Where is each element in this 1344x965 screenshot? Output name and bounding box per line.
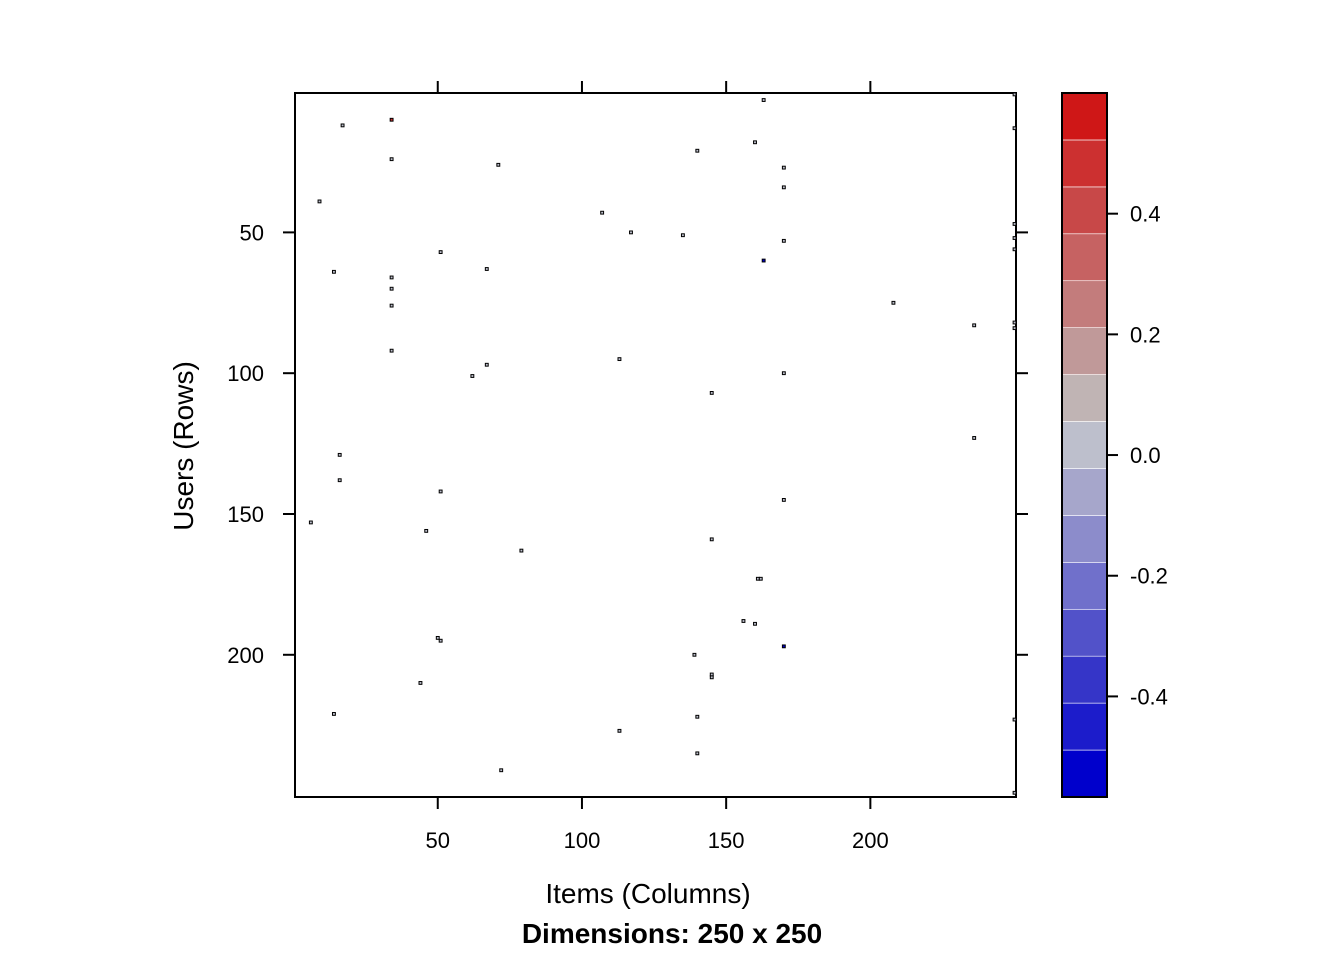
y-axis-title: Users (Rows) <box>168 361 199 531</box>
x-tick-label: 50 <box>426 828 450 853</box>
heatmap-cell <box>389 275 394 280</box>
heatmap-cell <box>438 489 443 494</box>
heatmap-cell <box>753 621 757 626</box>
colorbar-swatch <box>1061 468 1108 516</box>
heatmap-cell <box>781 238 786 243</box>
heatmap-cell <box>761 258 766 263</box>
heatmap-cell <box>389 303 394 308</box>
heatmap-cell <box>972 436 977 440</box>
y-tick-label: 150 <box>227 502 264 527</box>
heatmap-cell <box>781 165 786 170</box>
x-axis-title: Items (Columns) <box>545 878 750 909</box>
heatmap-cell <box>340 123 345 128</box>
colorbar-swatch <box>1061 186 1108 235</box>
plot-panel <box>294 92 1017 798</box>
heatmap-cell <box>1012 126 1017 131</box>
heatmap-cell <box>1012 326 1017 331</box>
heatmap-cell <box>617 728 622 733</box>
heatmap-cell <box>600 210 605 215</box>
heatmap-cell <box>499 768 504 773</box>
heatmap-cell <box>484 267 489 271</box>
heatmap-cell <box>337 452 342 457</box>
heatmap-cell <box>1012 222 1017 226</box>
heatmap-cell <box>753 140 757 145</box>
colorbar-swatch <box>1061 92 1108 141</box>
heatmap-cell <box>1012 320 1017 325</box>
heatmap-cell <box>709 391 714 395</box>
heatmap-cell <box>1012 92 1017 97</box>
colorbar: -0.4 -0.2 0.0 0.2 0.4 <box>1061 92 1168 798</box>
heatmap-cell <box>1012 247 1017 252</box>
heatmap-cell <box>389 348 394 353</box>
colorbar-swatch <box>1061 749 1108 798</box>
colorbar-swatch <box>1061 702 1108 751</box>
colorbar-swatch <box>1061 655 1108 704</box>
colorbar-swatch <box>1061 327 1108 375</box>
heatmap-cell <box>389 286 394 291</box>
heatmap-cell <box>758 576 763 581</box>
heatmap-cell <box>692 652 697 657</box>
colorbar-tick-label: 0.0 <box>1130 443 1161 468</box>
heatmap-cell <box>695 148 700 153</box>
heatmap-cell <box>680 233 685 238</box>
heatmap-cell <box>435 635 440 640</box>
colorbar-tick-label: 0.2 <box>1130 322 1161 347</box>
heatmap-cells <box>308 92 1017 795</box>
x-tick-label: 100 <box>564 828 601 853</box>
heatmap-cell <box>781 185 786 190</box>
heatmap-cell <box>761 98 766 102</box>
heatmap-cell <box>389 157 394 162</box>
x-tick-label: 200 <box>852 828 889 853</box>
heatmap-cell <box>519 548 524 553</box>
chart-subtitle: Dimensions: 250 x 250 <box>522 918 822 949</box>
heatmap-cell <box>470 374 475 378</box>
heatmap-cell <box>438 250 443 255</box>
colorbar-swatch <box>1061 233 1108 282</box>
colorbar-swatch <box>1061 421 1108 469</box>
heatmap-cell <box>331 712 336 716</box>
colorbar-swatch <box>1061 562 1108 610</box>
colorbar-swatch <box>1061 374 1108 422</box>
heatmap-cell <box>496 162 501 167</box>
heatmap-cell <box>695 714 700 719</box>
y-tick-label: 200 <box>227 643 264 668</box>
y-tick-label: 100 <box>227 361 264 386</box>
colorbar-swatch <box>1061 608 1108 657</box>
heatmap-cell <box>617 357 622 362</box>
heatmap-cell <box>331 269 336 274</box>
colorbar-tick-label: -0.4 <box>1130 684 1168 709</box>
colorbar-tick-label: 0.4 <box>1130 202 1161 227</box>
heatmap-cell <box>308 520 313 525</box>
heatmap-cell <box>337 478 342 483</box>
heatmap-cell <box>709 537 714 542</box>
heatmap-cell <box>972 323 977 328</box>
heatmap-cell <box>781 644 786 649</box>
heatmap-cell <box>781 371 786 376</box>
heatmap-cell <box>891 300 896 305</box>
heatmap-cell <box>709 675 714 680</box>
colorbar-swatch <box>1061 280 1108 328</box>
heatmap-cell <box>424 528 429 533</box>
heatmap-cell <box>317 199 322 204</box>
heatmap-cell <box>438 638 443 643</box>
heatmap-cell <box>1012 236 1017 240</box>
heatmap-cell <box>484 362 489 367</box>
x-tick-label: 150 <box>708 828 745 853</box>
heatmap-cell <box>741 619 746 623</box>
heatmap-cell <box>1012 790 1017 795</box>
heatmap-cell <box>418 681 423 685</box>
colorbar-swatch <box>1061 139 1108 188</box>
heatmap-cell <box>629 230 633 235</box>
heatmap-cell <box>781 498 786 502</box>
axes: 50 100 150 200 50 100 150 200 <box>227 81 1028 853</box>
heatmap-cell <box>695 751 700 756</box>
heatmap-cell <box>1012 717 1017 722</box>
colorbar-tick-label: -0.2 <box>1130 564 1168 589</box>
colorbar-frame <box>1061 92 1108 798</box>
colorbar-swatch <box>1061 515 1108 563</box>
heatmap-cell <box>389 117 394 122</box>
y-tick-label: 50 <box>240 220 264 245</box>
